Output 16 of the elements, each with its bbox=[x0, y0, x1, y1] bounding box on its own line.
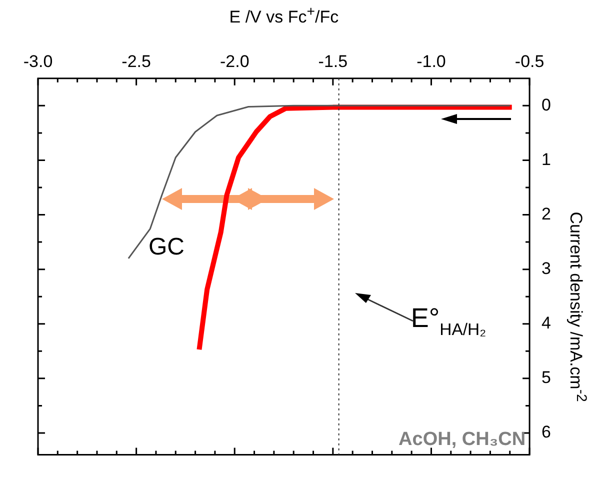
series-label: GC bbox=[148, 233, 184, 260]
x-tick-label: -1.0 bbox=[416, 52, 446, 71]
x-tick-label: -1.5 bbox=[318, 52, 348, 71]
x-axis-title: E /V vs Fc$^{+}$/Fc bbox=[229, 4, 339, 28]
y-tick-label: 5 bbox=[542, 368, 552, 388]
x-tick-label: -2.0 bbox=[220, 52, 250, 71]
y-tick-label: 3 bbox=[542, 259, 552, 278]
y-tick-label: 1 bbox=[542, 150, 552, 169]
x-tick-label: -3.0 bbox=[23, 52, 53, 71]
y-tick-label: 2 bbox=[542, 204, 552, 224]
y-tick-label: 4 bbox=[542, 314, 552, 333]
x-tick-label: -0.5 bbox=[514, 52, 544, 71]
x-tick-label: -2.5 bbox=[122, 52, 151, 71]
y-tick-label: 6 bbox=[542, 422, 552, 442]
annotation: AcOH, CH₃CN bbox=[398, 428, 526, 450]
y-tick-label: 0 bbox=[542, 95, 552, 114]
